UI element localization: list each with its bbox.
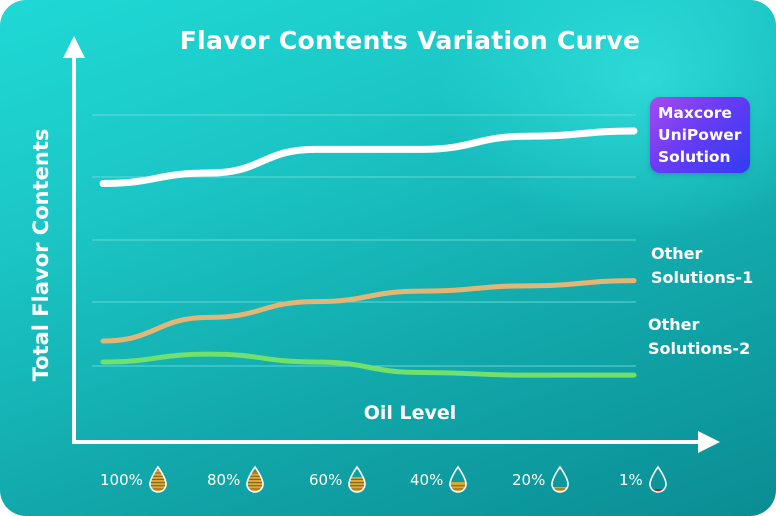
x-tick-label: 40% bbox=[410, 471, 444, 489]
x-tick-label: 20% bbox=[512, 471, 546, 489]
x-axis-label: Oil Level bbox=[363, 402, 457, 424]
series-lines bbox=[99, 127, 638, 378]
legend-os1-line2: Solutions-1 bbox=[651, 268, 754, 287]
axes bbox=[63, 36, 720, 453]
series-line-maxcore bbox=[99, 127, 638, 187]
legend-maxcore-line1: Maxcore bbox=[658, 104, 732, 122]
y-axis-arrow-icon bbox=[63, 36, 85, 58]
series-line-other-solutions-1 bbox=[100, 278, 637, 344]
legend-other-solutions-1: Other Solutions-1 bbox=[651, 242, 753, 290]
chart-title: Flavor Contents Variation Curve bbox=[179, 26, 641, 55]
x-tick-label: 60% bbox=[309, 471, 343, 489]
x-tick: 40% bbox=[410, 465, 469, 495]
x-axis-arrow-icon bbox=[698, 431, 720, 453]
legend-os1-line1: Other bbox=[651, 244, 703, 263]
oil-drop-icon bbox=[348, 465, 367, 493]
x-tick-label: 80% bbox=[207, 471, 241, 489]
x-tick: 60% bbox=[309, 465, 368, 495]
legend-maxcore-badge: Maxcore UniPower Solution bbox=[650, 97, 750, 173]
x-tick: 20% bbox=[512, 465, 571, 495]
legend-maxcore-line3: Solution bbox=[658, 148, 731, 166]
legend-os2-line1: Other bbox=[648, 315, 700, 334]
oil-drop-icon bbox=[149, 465, 167, 493]
legend-other-solutions-2: Other Solutions-2 bbox=[648, 313, 750, 361]
y-axis-label: Total Flavor Contents bbox=[29, 128, 53, 382]
oil-drop-icon bbox=[246, 465, 265, 493]
legend-maxcore-line2: UniPower bbox=[658, 126, 742, 144]
series-line-other-solutions-2 bbox=[100, 351, 637, 378]
legend-os2-line2: Solutions-2 bbox=[648, 339, 751, 358]
x-tick: 80% bbox=[207, 465, 266, 495]
x-tick-label: 1% bbox=[619, 471, 643, 489]
oil-drop-icon bbox=[648, 465, 667, 493]
x-tick: 1% bbox=[619, 465, 669, 495]
x-tick: 100% bbox=[100, 465, 169, 495]
oil-drop-icon bbox=[551, 465, 570, 493]
oil-drop-icon bbox=[449, 465, 468, 493]
x-tick-label: 100% bbox=[100, 471, 143, 489]
